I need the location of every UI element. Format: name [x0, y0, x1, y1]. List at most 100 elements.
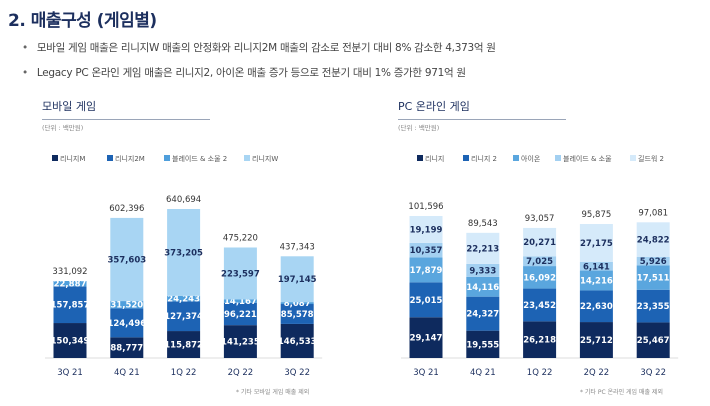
- legend-swatch: [244, 155, 250, 161]
- mobile-bar-segment: [110, 301, 144, 309]
- legend-swatch: [52, 155, 58, 161]
- mobile-bar-segment: [280, 302, 314, 305]
- pc-total-label: 89,543: [468, 219, 498, 229]
- pc-legend-item: 아이온: [513, 154, 541, 163]
- legend-label: 리니지 2: [471, 154, 497, 163]
- pc-bar-segment: [579, 290, 613, 323]
- legend-swatch: [107, 155, 113, 161]
- pc-bar-segment: [523, 256, 557, 267]
- pc-bar-segment: [466, 330, 500, 358]
- pc-bar-segment: [523, 321, 557, 358]
- pc-segment-label: 19,199: [410, 225, 443, 235]
- legend-label: 리니지W: [252, 154, 278, 163]
- pc-x-tick-label: 3Q 22: [640, 368, 666, 378]
- pc-bar-segment: [409, 282, 443, 318]
- pc-segment-label: 25,712: [580, 336, 613, 346]
- pc-x-tick-label: 3Q 21: [413, 368, 439, 378]
- pc-segment-label: 19,555: [466, 340, 499, 350]
- pc-segment-label: 14,116: [466, 283, 499, 293]
- pc-section-title: PC 온라인 게임: [398, 98, 566, 120]
- legend-label: 리니지M: [60, 154, 85, 163]
- mobile-segment-label: 141,235: [221, 338, 260, 348]
- pc-bar-segment: [579, 223, 613, 262]
- mobile-x-tick-label: 3Q 22: [284, 368, 310, 378]
- pc-bar-segment: [579, 322, 613, 358]
- mobile-bar-segment: [223, 302, 257, 326]
- mobile-bar-segment: [280, 256, 314, 303]
- mobile-chart: 리니지M 리니지2M 블레이드 & 소울 2 리니지W 150,349 157,857 22…: [45, 154, 323, 378]
- mobile-bar-segment: [110, 217, 144, 302]
- mobile-segment-label: 96,221: [224, 310, 257, 320]
- pc-segment-label: 24,327: [466, 310, 499, 320]
- pc-footnote: * 기타 PC 온라인 게임 매출 제외: [580, 389, 663, 396]
- mobile-bar-segment: [110, 308, 144, 338]
- pc-total-label: 95,875: [582, 210, 612, 220]
- mobile-segment-label: 85,578: [281, 310, 314, 320]
- pc-segment-label: 23,452: [523, 301, 556, 311]
- pc-bar-segment: [523, 288, 557, 322]
- legend-swatch: [463, 155, 469, 161]
- mobile-bar-segment: [110, 337, 144, 358]
- legend-swatch: [164, 155, 170, 161]
- mobile-bar-segment: [167, 301, 201, 332]
- mobile-segment-label: 146,533: [278, 337, 317, 347]
- mobile-bar-segment: [167, 295, 201, 302]
- pc-chart: 리니지 리니지 2 아이온 블레이드 & 소울 길드워 2 29,147 25,015 17,…: [401, 154, 679, 378]
- mobile-bar-segment: [223, 299, 257, 303]
- pc-legend-item: 블레이드 & 소울: [555, 154, 612, 163]
- pc-bar-segment: [409, 257, 443, 283]
- mobile-section-title: 모바일 게임: [42, 98, 210, 120]
- pc-segment-label: 23,355: [637, 302, 670, 312]
- pc-segment-label: 26,218: [523, 336, 556, 346]
- pc-legend-item: 길드워 2: [630, 155, 664, 163]
- pc-segment-label: 17,511: [637, 274, 670, 284]
- mobile-total-label: 602,396: [109, 204, 144, 214]
- pc-segment-label: 17,879: [410, 266, 443, 276]
- legend-label: 아이온: [521, 154, 541, 163]
- legend-label: 리니지2M: [115, 154, 145, 163]
- pc-bar-segment: [579, 261, 613, 271]
- legend-swatch: [555, 155, 561, 161]
- mobile-total-label: 475,220: [223, 233, 258, 243]
- legend-swatch: [513, 155, 519, 161]
- pc-total-label: 97,081: [638, 208, 668, 218]
- pc-segment-label: 25,467: [637, 336, 670, 346]
- pc-segment-label: 22,213: [466, 244, 499, 254]
- pc-bar-segment: [636, 289, 670, 323]
- legend-label: 블레이드 & 소울: [563, 154, 612, 163]
- legend-label: 리니지: [425, 154, 444, 163]
- pc-segment-label: 14,216: [580, 276, 613, 286]
- pc-total-label: 93,057: [525, 214, 555, 224]
- mobile-legend-item: 리니지M: [52, 154, 85, 163]
- pc-segment-label: 24,822: [637, 236, 670, 246]
- pc-segment-label: 6,141: [583, 262, 610, 272]
- mobile-segment-label: 157,857: [51, 301, 90, 311]
- legend-swatch: [630, 155, 636, 161]
- mobile-segment-label: 357,603: [107, 255, 146, 265]
- mobile-legend-item: 리니지W: [244, 154, 278, 163]
- mobile-segment-label: 197,145: [278, 275, 317, 285]
- mobile-bar-segment: [53, 323, 87, 358]
- legend-label: 블레이드 & 소울 2: [172, 154, 227, 163]
- mobile-bar-segment: [167, 209, 201, 296]
- pc-bar-segment: [466, 276, 500, 297]
- pc-bar-segment: [523, 227, 557, 257]
- legend-label: 길드워 2: [638, 155, 664, 163]
- bullet-pc: Legacy PC 온라인 게임 매출은 리니지2, 아이온 매출 증가 등으로…: [22, 65, 466, 80]
- pc-x-tick-label: 1Q 22: [527, 368, 553, 378]
- mobile-x-tick-label: 2Q 22: [228, 368, 254, 378]
- mobile-total-label: 640,694: [166, 195, 201, 205]
- mobile-x-tick-label: 4Q 21: [114, 368, 140, 378]
- mobile-segment-label: 150,349: [51, 337, 90, 347]
- mobile-unit: (단위 : 백만원): [42, 124, 84, 132]
- pc-legend-item: 리니지: [417, 154, 444, 163]
- mobile-bar-segment: [280, 304, 314, 324]
- mobile-footnote: * 기타 모바일 게임 매출 제외: [236, 389, 310, 396]
- pc-bar-segment: [409, 215, 443, 243]
- pc-bar-segment: [636, 222, 670, 258]
- pc-bar-segment: [636, 322, 670, 358]
- pc-x-tick-label: 2Q 22: [584, 368, 610, 378]
- mobile-segment-label: 8,087: [284, 299, 311, 309]
